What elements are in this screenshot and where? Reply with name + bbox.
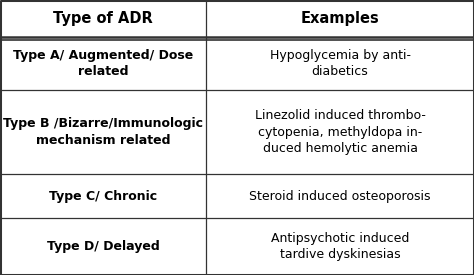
Text: Type B /Bizarre/Immunologic
mechanism related: Type B /Bizarre/Immunologic mechanism re… — [3, 117, 203, 147]
Text: Type of ADR: Type of ADR — [53, 11, 153, 26]
Text: Type C/ Chronic: Type C/ Chronic — [49, 189, 157, 202]
Text: Linezolid induced thrombo-
cytopenia, methyldopa in-
duced hemolytic anemia: Linezolid induced thrombo- cytopenia, me… — [255, 109, 426, 155]
Text: Type D/ Delayed: Type D/ Delayed — [47, 240, 159, 253]
Text: Hypoglycemia by anti-
diabetics: Hypoglycemia by anti- diabetics — [270, 49, 410, 78]
Text: Antipsychotic induced
tardive dyskinesias: Antipsychotic induced tardive dyskinesia… — [271, 232, 409, 261]
Text: Steroid induced osteoporosis: Steroid induced osteoporosis — [249, 189, 431, 202]
Text: Type A/ Augmented/ Dose
related: Type A/ Augmented/ Dose related — [13, 49, 193, 78]
Text: Examples: Examples — [301, 11, 380, 26]
